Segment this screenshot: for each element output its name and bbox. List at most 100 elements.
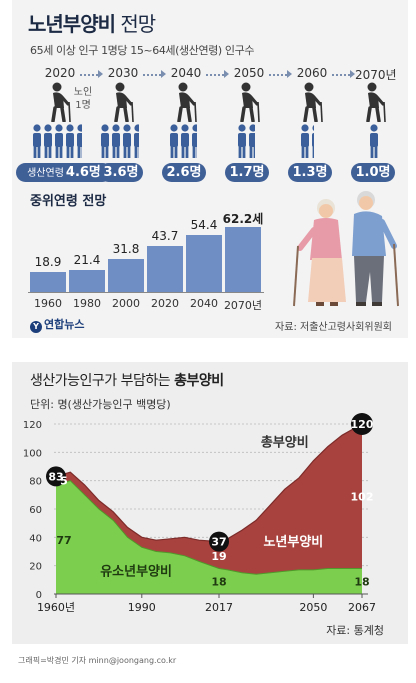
elder-person-icon (114, 82, 134, 122)
timeline-arrow (269, 74, 287, 76)
y-tick-label: 120 (23, 420, 42, 431)
data-label: 18 (211, 575, 226, 588)
elder-label-line1: 노인 (73, 87, 93, 98)
worker-icon (101, 124, 109, 158)
worker-icon (312, 125, 314, 158)
y-tick-label: 100 (23, 448, 42, 459)
graphic-credit: 그래픽=박경민 기자 minn@joongang.co.kr (18, 656, 177, 665)
worker-icon (169, 124, 178, 158)
median-category-label: 2070년 (223, 299, 263, 312)
elder-person-icon (240, 82, 260, 122)
year-label: 2070년 (355, 68, 397, 82)
year-label: 2040 (170, 66, 202, 80)
callout-value: 83 (48, 470, 63, 483)
ratio-badge: 3.6명 (99, 163, 143, 182)
series-total-line (55, 423, 363, 543)
median-bar (147, 246, 183, 292)
worker-icon (43, 124, 52, 158)
year-label: 2050 (233, 66, 265, 80)
data-label: 5 (60, 475, 68, 488)
bottom-source: 자료: 통계청 (326, 624, 384, 637)
worker-icon (134, 124, 139, 158)
median-category-label: 2000 (112, 297, 140, 310)
timeline-arrow (332, 74, 350, 76)
worker-icon (369, 124, 378, 158)
logo-text: 연합뉴스 (44, 318, 85, 331)
median-bar (69, 269, 105, 292)
y-tick-label: 20 (29, 562, 42, 573)
y-tick-label: 40 (29, 533, 42, 544)
ratio-badge: 1.3명 (288, 163, 332, 182)
x-tick-label: 1960년 (37, 601, 75, 614)
series-label-total: 총부양비 (261, 435, 309, 451)
elder-label-line2: 1명 (75, 100, 91, 111)
worker-icon (238, 124, 246, 158)
median-value-label: 43.7 (151, 229, 179, 244)
worker-icon (65, 124, 74, 158)
worker-icon (249, 124, 255, 158)
data-label: 18 (354, 575, 369, 588)
chart-title-bold: 총부양비 (174, 373, 224, 389)
worker-icon (123, 124, 131, 158)
callout-value: 37 (211, 536, 226, 549)
chart-unit: 단위: 명(생산가능인구 백명당) (30, 398, 171, 411)
worker-group (238, 124, 255, 158)
chart-title-light: 생산가능인구가 부담하는 (30, 373, 175, 389)
yonhap-logo: Y 연합뉴스 (30, 316, 84, 333)
y-tick-label: 0 (36, 590, 42, 601)
timeline-arrow (206, 74, 224, 76)
timeline-arrowhead (350, 70, 355, 78)
x-tick-label: 2050 (299, 601, 327, 614)
ratio-badge: 생산연령 4.6명 (16, 163, 112, 182)
year-label: 2020 (44, 66, 76, 80)
worker-icon (54, 124, 63, 158)
total-dependency-panel: 생산가능인구가 부담하는 총부양비 단위: 명(생산가능인구 백명당) 0 20 4… (12, 362, 408, 644)
callout-value: 120 (351, 418, 374, 431)
timeline-arrowhead (98, 70, 103, 78)
worker-icon (301, 124, 309, 158)
dependency-area-chart: 0 20 40 60 80 100 120 1960년 1990 2017 2050 2067 총부양비… (23, 413, 376, 614)
timeline-arrowhead (224, 70, 229, 78)
title-light: 전망 (120, 12, 156, 36)
series-youth-line (55, 480, 362, 575)
y-tick-label: 60 (29, 505, 42, 516)
panel-title: 노년부양비 전망 (28, 8, 156, 37)
ratio-badge: 1.0명 (351, 163, 395, 182)
worker-icon (32, 124, 41, 158)
median-value-label: 21.4 (73, 252, 101, 267)
year-label: 2030 (107, 66, 139, 80)
panel-subtitle: 65세 이상 인구 1명당 15~64세(생산연령) 인구수 (30, 44, 255, 57)
median-category-label: 2040 (190, 297, 218, 310)
badge-value: 3.6명 (103, 165, 139, 180)
callout-circle (46, 466, 66, 487)
worker-group (169, 124, 197, 158)
elder-person-icon (366, 82, 386, 122)
elderly-couple-illustration (293, 191, 399, 307)
timeline-arrowhead (161, 70, 166, 78)
top-source: 자료: 저출산고령사회위원회 (275, 322, 392, 333)
callout-circle (351, 413, 373, 435)
series-label-elderly: 노년부양비 (263, 535, 323, 550)
elder-label: 노인 1명 (70, 86, 96, 112)
median-value-label: 18.9 (34, 255, 62, 270)
y-tick-label: 80 (29, 477, 42, 488)
timeline-arrow (143, 74, 161, 76)
badge-prefix: 생산연령 (27, 168, 64, 179)
x-tick-label: 2067 (348, 601, 376, 614)
elder-person-icon (303, 82, 323, 122)
median-bar (186, 234, 222, 292)
worker-group (101, 124, 139, 158)
worker-group (301, 124, 314, 158)
median-axis-line (28, 292, 264, 293)
worker-icon (191, 124, 197, 158)
worker-icon (180, 124, 189, 158)
median-category-label: 2020 (151, 297, 179, 310)
median-bar (225, 226, 261, 292)
badge-value: 2.6명 (166, 165, 202, 180)
worker-group (369, 124, 378, 158)
median-category-label: 1980 (73, 297, 101, 310)
timeline-arrow (80, 74, 98, 76)
x-tick-label: 2017 (205, 601, 233, 614)
elder-person-icon (177, 82, 197, 122)
badge-value: 1.7명 (229, 165, 265, 180)
